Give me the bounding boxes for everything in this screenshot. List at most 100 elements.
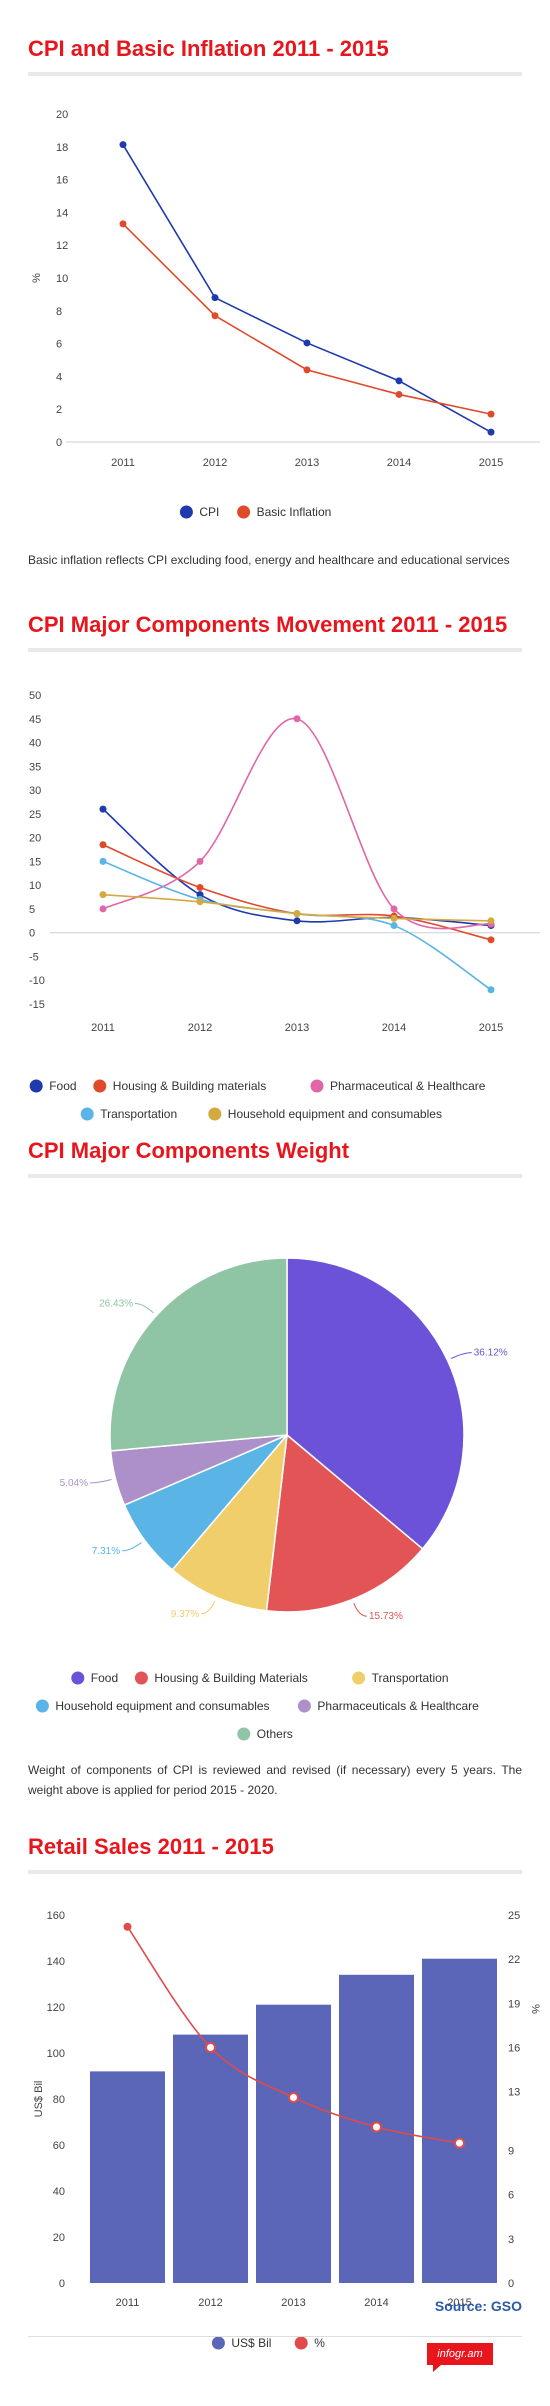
data-point-food: [293, 917, 301, 925]
x-tick-label: 2015: [479, 1022, 503, 1034]
x-tick-label: 2014: [364, 2297, 388, 2309]
y-tick-label: 60: [53, 2140, 65, 2152]
data-point-basic-inflation: [395, 390, 403, 398]
data-point-percent: [205, 2041, 216, 2053]
x-tick-label: 2014: [382, 1022, 406, 1034]
legend-marker-us-bil: [211, 2336, 225, 2350]
data-point-pharmaceutical-healthcare: [196, 857, 204, 865]
legend-marker-pharmaceuticals-healthcare: [297, 1699, 311, 1713]
data-point-basic-inflation: [487, 410, 495, 418]
y-tick-label: 50: [29, 690, 41, 702]
x-tick-label: 2011: [111, 457, 135, 469]
y-tick-label: -5: [29, 951, 39, 963]
y-tick-label: 20: [29, 833, 41, 845]
y-tick-label: 80: [53, 2094, 65, 2106]
y-axis-title: %: [31, 273, 43, 283]
pie-leader-line: [450, 1352, 472, 1360]
data-point-household-equipment-and-consumables: [487, 917, 495, 925]
legend-marker-transportation: [80, 1107, 94, 1121]
data-point-basic-inflation: [119, 220, 127, 228]
x-tick-label: 2014: [387, 457, 411, 469]
x-tick-label: 2013: [281, 2297, 305, 2309]
series-line-food: [102, 808, 492, 927]
data-point-food: [99, 805, 107, 813]
title-divider: [28, 648, 522, 652]
y-tick-label: 18: [56, 142, 68, 154]
y-tick-label: 45: [29, 714, 41, 726]
y-tick-label: 12: [56, 240, 68, 252]
y-tick-label: 10: [29, 880, 41, 892]
legend-label-pharmaceutical-healthcare: Pharmaceutical & Healthcare: [330, 1079, 486, 1093]
legend-label-transportation: Transportation: [100, 1107, 177, 1121]
data-point-pharmaceutical-healthcare: [99, 905, 107, 913]
pie-data-label: 5.04%: [60, 1478, 88, 1489]
pie-data-label: 9.37%: [171, 1609, 199, 1620]
data-point-percent: [371, 2121, 382, 2133]
pie-slice-others: [109, 1257, 288, 1452]
x-tick-label: 2013: [295, 457, 319, 469]
y2-tick-label: 19: [508, 1998, 520, 2010]
bar-us-bil: [422, 1958, 497, 2283]
y-tick-label: 5: [29, 904, 35, 916]
retail-sales-section: Retail Sales 2011 - 2015 0 20 40 60 80 100 120…: [0, 1820, 550, 2406]
y-tick-label: 20: [53, 2232, 65, 2244]
legend-marker-food: [71, 1671, 85, 1685]
y-tick-label: 16: [56, 175, 68, 187]
legend-marker-cpi: [179, 505, 193, 519]
data-point-household-equipment-and-consumables: [99, 891, 107, 899]
y-tick-label: 4: [56, 371, 62, 383]
legend-marker-transportation: [352, 1671, 366, 1685]
components-movement-section: CPI Major Components Movement 2011 - 201…: [0, 600, 550, 1121]
y-tick-label: 14: [56, 207, 68, 219]
legend-label-: %: [314, 2336, 325, 2350]
pie-slice-housing-building-materials: [265, 1433, 424, 1613]
data-point-percent: [288, 2092, 299, 2104]
title-divider: [28, 1174, 522, 1178]
data-point-pharmaceutical-healthcare: [390, 905, 398, 913]
data-point-cpi: [395, 377, 403, 385]
y2-tick-label: 22: [508, 1954, 520, 1966]
y-tick-label: -10: [29, 975, 45, 987]
data-point-cpi: [487, 428, 495, 436]
data-point-transportation: [487, 986, 495, 994]
weight-note: Weight of components of CPI is reviewed …: [28, 1763, 522, 1797]
data-point-household-equipment-and-consumables: [390, 914, 398, 922]
y2-axis-title: %: [529, 2004, 541, 2014]
legend-marker-pharmaceutical-healthcare: [310, 1079, 324, 1093]
legend-label-basic-inflation: Basic Inflation: [257, 505, 332, 519]
legend-marker-others: [237, 1727, 251, 1741]
basic-inflation-note: Basic inflation reflects CPI excluding f…: [28, 553, 510, 567]
footer-divider: [28, 2336, 522, 2337]
pie-leader-line: [122, 1542, 142, 1552]
y2-tick-label: 25: [508, 1910, 520, 1922]
data-point-cpi: [119, 141, 127, 149]
title-divider: [28, 1870, 522, 1874]
y-tick-label: 30: [29, 785, 41, 797]
cpi-inflation-line-chart: 0 2 4 6 8 10 12 14 16 18 20 2011 2012 2013 2014 2015% CP…: [31, 109, 540, 519]
legend-label-transportation: Transportation: [372, 1671, 449, 1685]
y2-tick-label: 0: [508, 2278, 514, 2290]
source-credit: Source: GSO: [434, 2298, 522, 2314]
pie-slice-food: [286, 1257, 465, 1550]
data-point-transportation: [390, 922, 398, 930]
x-tick-label: 2013: [285, 1022, 309, 1034]
legend-label-others: Others: [257, 1727, 293, 1741]
components-weight-section: CPI Major Components Weight 36.12% 15.73%…: [0, 1120, 550, 1800]
y-tick-label: 100: [47, 2048, 65, 2060]
retail-sales-combo-chart: 0 20 40 60 80 100 120 140 160 0 3 6 9 13 16 19 22 25 US$ B…: [33, 1910, 541, 2350]
y-tick-label: 10: [56, 273, 68, 285]
pie-leader-line: [353, 1603, 367, 1617]
data-point-basic-inflation: [211, 312, 219, 320]
legend-label-us-bil: US$ Bil: [231, 2336, 271, 2350]
legend-label-housing-building-materials: Housing & Building Materials: [154, 1671, 307, 1685]
y-tick-label: 140: [47, 1956, 65, 1968]
y-tick-label: 25: [29, 809, 41, 821]
bar-us-bil: [173, 2034, 248, 2283]
cpi-inflation-section: CPI and Basic Inflation 2011 - 2015 0 2 4 6…: [0, 0, 550, 580]
y-tick-label: 40: [53, 2186, 65, 2198]
y-tick-label: 120: [47, 2002, 65, 2014]
retail-sales-title: Retail Sales 2011 - 2015: [28, 1834, 274, 1859]
series-line-cpi: [122, 144, 492, 433]
series-line-housing-building-materials: [102, 844, 492, 941]
pie-data-label: 36.12%: [474, 1348, 508, 1359]
